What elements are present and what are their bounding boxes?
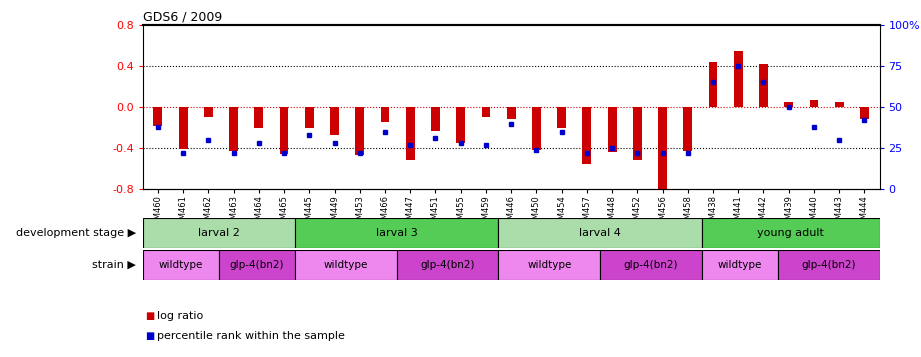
Bar (305, 107, 314, 128)
Bar (608, 107, 616, 152)
Text: larval 4: larval 4 (579, 228, 621, 238)
Bar (498, 218, 702, 248)
Text: log ratio: log ratio (157, 311, 203, 321)
Text: wildtype: wildtype (158, 260, 203, 270)
Bar (219, 250, 296, 280)
Bar (633, 107, 642, 161)
Bar (683, 107, 693, 151)
Text: glp-4(bn2): glp-4(bn2) (230, 260, 285, 270)
Bar (280, 107, 288, 154)
Bar (659, 107, 667, 197)
Bar (860, 107, 869, 119)
Bar (582, 107, 591, 164)
Bar (507, 107, 516, 119)
Text: GDS6 / 2009: GDS6 / 2009 (143, 11, 222, 24)
Bar (708, 62, 717, 107)
Bar (229, 107, 238, 151)
Text: wildtype: wildtype (527, 260, 571, 270)
Bar (785, 102, 793, 107)
Bar (482, 107, 490, 117)
Bar (330, 107, 339, 135)
Text: wildtype: wildtype (324, 260, 368, 270)
Bar (702, 218, 880, 248)
Text: strain ▶: strain ▶ (92, 260, 136, 270)
Bar (834, 102, 844, 107)
Bar (600, 250, 702, 280)
Bar (356, 107, 364, 155)
Text: percentile rank within the sample: percentile rank within the sample (157, 331, 344, 341)
Bar (456, 107, 465, 143)
Text: young adult: young adult (757, 228, 824, 238)
Bar (380, 107, 390, 122)
Bar (397, 250, 498, 280)
Bar (296, 250, 397, 280)
Text: larval 2: larval 2 (198, 228, 239, 238)
Bar (778, 250, 880, 280)
Text: ■: ■ (146, 311, 155, 321)
Bar (179, 107, 188, 149)
Bar (154, 107, 162, 126)
Text: development stage ▶: development stage ▶ (17, 228, 136, 238)
Bar (734, 51, 742, 107)
Bar (204, 107, 213, 117)
Bar (254, 107, 263, 128)
Text: wildtype: wildtype (717, 260, 762, 270)
Bar (759, 64, 768, 107)
Bar (498, 250, 600, 280)
Bar (557, 107, 566, 128)
Bar (296, 218, 498, 248)
Text: ■: ■ (146, 331, 155, 341)
Bar (406, 107, 414, 161)
Bar (810, 100, 819, 107)
Bar (143, 250, 219, 280)
Text: glp-4(bn2): glp-4(bn2) (801, 260, 856, 270)
Text: glp-4(bn2): glp-4(bn2) (420, 260, 475, 270)
Bar (143, 218, 296, 248)
Bar (702, 250, 778, 280)
Bar (431, 107, 440, 131)
Text: glp-4(bn2): glp-4(bn2) (624, 260, 678, 270)
Text: larval 3: larval 3 (376, 228, 418, 238)
Bar (532, 107, 541, 150)
